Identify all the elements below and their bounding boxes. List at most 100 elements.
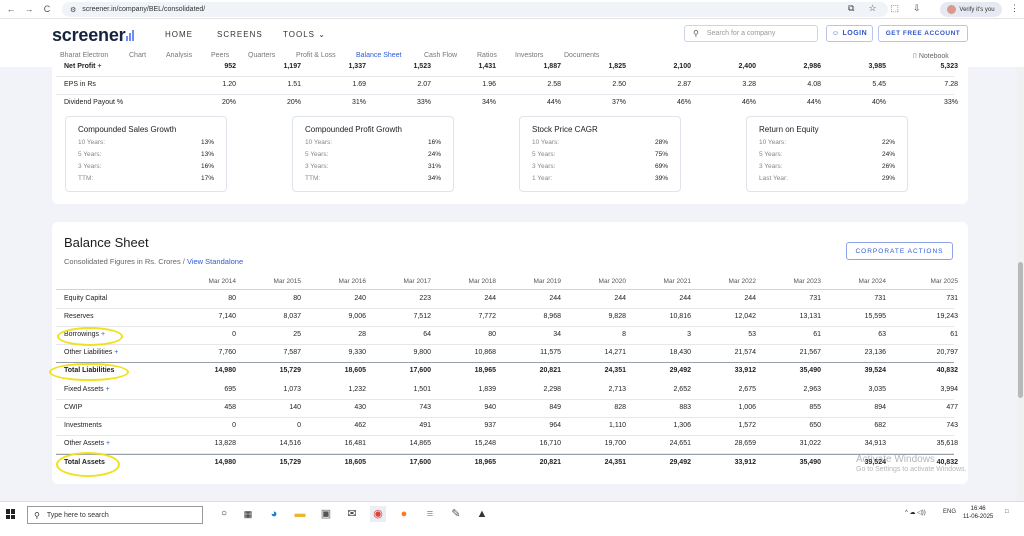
- pl-cell: 1,523: [413, 63, 431, 70]
- row-divider: [56, 417, 954, 418]
- subnav-chart[interactable]: Chart: [129, 52, 147, 59]
- view-standalone-link[interactable]: View Standalone: [186, 257, 244, 266]
- bs-row-label[interactable]: Other Assets +: [64, 440, 110, 447]
- reload-icon[interactable]: C: [43, 4, 51, 14]
- bs-cell: 458: [224, 404, 236, 411]
- browser-menu-icon[interactable]: ⋮: [1010, 3, 1019, 13]
- bs-row-label: Investments: [64, 422, 102, 429]
- screenshot-icon[interactable]: ⧉: [848, 3, 855, 13]
- subtitle-text: Consolidated Figures in Rs. Crores /: [64, 257, 187, 266]
- year-header: Mar 2024: [858, 278, 886, 285]
- subnav-balance-sheet[interactable]: Balance Sheet: [356, 52, 402, 59]
- bookmark-star-icon[interactable]: ☆: [868, 3, 877, 13]
- nav-home[interactable]: HOME: [165, 30, 193, 39]
- bs-cell: 682: [874, 422, 886, 429]
- firefox-icon[interactable]: ●: [400, 508, 408, 520]
- balance-sheet-title: Balance Sheet: [64, 235, 149, 250]
- subnav-company[interactable]: Bharat Electron: [60, 52, 109, 59]
- page-scrollbar[interactable]: [1017, 67, 1024, 501]
- nav-tools[interactable]: TOOLS ⌄: [283, 30, 326, 39]
- back-icon[interactable]: ←: [6, 4, 16, 14]
- pl-cell: 1,887: [543, 63, 561, 70]
- row-divider: [56, 435, 954, 436]
- subnav-ratios[interactable]: Ratios: [477, 52, 497, 59]
- extensions-icon[interactable]: ⬚: [890, 3, 900, 13]
- growth-value: 16%: [427, 139, 441, 146]
- get-free-account-button[interactable]: GET FREE ACCOUNT: [878, 25, 968, 42]
- bs-cell: 1,110: [609, 422, 626, 429]
- nav-screens[interactable]: SCREENS: [217, 30, 263, 39]
- subnav-quarters[interactable]: Quarters: [248, 52, 276, 59]
- bs-cell: 477: [946, 404, 958, 411]
- pl-row-label[interactable]: Net Profit +: [64, 63, 102, 70]
- system-tray-icons[interactable]: ^ ☁ ◁)): [905, 510, 926, 516]
- windows-start-icon[interactable]: [6, 509, 16, 519]
- store-icon[interactable]: ▣: [320, 508, 332, 520]
- bs-cell: 24,351: [604, 459, 626, 466]
- expand-plus-icon[interactable]: +: [112, 349, 119, 356]
- profile-button[interactable]: Verify it's you: [940, 2, 1002, 17]
- bs-cell: 25: [293, 331, 301, 338]
- subnav-peers[interactable]: Peers: [211, 52, 230, 59]
- pl-row-label: Dividend Payout %: [64, 99, 123, 106]
- language-indicator[interactable]: ENG: [943, 509, 957, 515]
- subnav-documents[interactable]: Documents: [564, 52, 600, 59]
- mail-icon[interactable]: ✉: [347, 508, 357, 520]
- scrollbar-thumb[interactable]: [1018, 262, 1023, 398]
- chrome-icon[interactable]: ◉: [370, 506, 386, 522]
- corporate-actions-button[interactable]: CORPORATE ACTIONS: [846, 242, 953, 260]
- file-explorer-icon[interactable]: ▬: [294, 508, 306, 520]
- bs-cell: 18,965: [474, 367, 496, 374]
- bs-cell: 3,994: [940, 386, 958, 393]
- pl-cell: 34%: [481, 99, 496, 106]
- bs-cell: 7,760: [218, 349, 236, 356]
- growth-period-label: 5 Years:: [305, 151, 329, 158]
- bs-cell: 17,600: [409, 367, 431, 374]
- download-icon[interactable]: ⇩: [913, 3, 921, 13]
- expand-plus-icon[interactable]: +: [104, 440, 111, 447]
- bs-row-label[interactable]: Fixed Assets +: [64, 386, 110, 393]
- growth-box: Compounded Sales Growth 10 Years: 13% 5 Yea…: [65, 116, 227, 192]
- forward-icon[interactable]: →: [24, 4, 34, 14]
- bs-row-label[interactable]: Other Liabilities +: [64, 349, 118, 356]
- taskbar-search-input[interactable]: ⚲ Type here to search: [27, 506, 203, 524]
- photos-icon[interactable]: ▲: [476, 508, 488, 520]
- taskbar-clock[interactable]: 16:46 11-06-2025: [963, 505, 993, 521]
- pl-cell: 7.28: [944, 81, 958, 88]
- login-button[interactable]: ☺ LOGIN: [826, 25, 873, 42]
- bs-cell: 10,868: [474, 349, 496, 356]
- cortana-icon[interactable]: ○: [220, 508, 228, 519]
- bs-cell: 29,492: [669, 459, 691, 466]
- task-view-icon[interactable]: ▦: [243, 509, 253, 519]
- bs-cell: 35,490: [799, 367, 821, 374]
- login-label: LOGIN: [842, 30, 868, 37]
- pl-cell: 20%: [286, 99, 301, 106]
- notification-icon[interactable]: □: [1005, 509, 1009, 515]
- growth-value: 24%: [881, 151, 895, 158]
- subnav-profit-loss[interactable]: Profit & Loss: [296, 52, 336, 59]
- bs-cell: 23,136: [864, 349, 886, 356]
- bs-cell: 29,492: [669, 367, 691, 374]
- app-icon[interactable]: ≡: [426, 508, 434, 520]
- windows-taskbar: ⚲ Type here to search ○ ▦ ◕ ▬ ▣ ✉ ◉ ● ≡ …: [0, 501, 1024, 536]
- address-bar[interactable]: ⚙ screener.in/company/BEL/consolidated/: [62, 2, 888, 17]
- paint-icon[interactable]: ✎: [451, 508, 461, 520]
- row-divider: [56, 308, 954, 309]
- screener-logo[interactable]: screener: [52, 25, 135, 46]
- subnav-investors[interactable]: Investors: [515, 52, 544, 59]
- bs-cell: 650: [809, 422, 821, 429]
- company-search-input[interactable]: ⚲ Search for a company: [684, 25, 818, 42]
- total-assets-highlight: [56, 452, 120, 477]
- year-header: Mar 2018: [468, 278, 496, 285]
- expand-plus-icon[interactable]: +: [103, 386, 110, 393]
- pl-cell: 44%: [546, 99, 561, 106]
- bs-cell: 19,700: [604, 440, 626, 447]
- pl-cell: 1.20: [222, 81, 236, 88]
- subnav-cash-flow[interactable]: Cash Flow: [424, 52, 458, 59]
- site-info-icon[interactable]: ⚙: [70, 6, 77, 14]
- notebook-link[interactable]: ▯ Notebook: [913, 52, 949, 60]
- subnav-analysis[interactable]: Analysis: [166, 52, 193, 59]
- expand-plus-icon[interactable]: +: [95, 63, 102, 70]
- edge-icon[interactable]: ◕: [270, 508, 278, 520]
- bs-row-label-text: Reserves: [64, 313, 94, 320]
